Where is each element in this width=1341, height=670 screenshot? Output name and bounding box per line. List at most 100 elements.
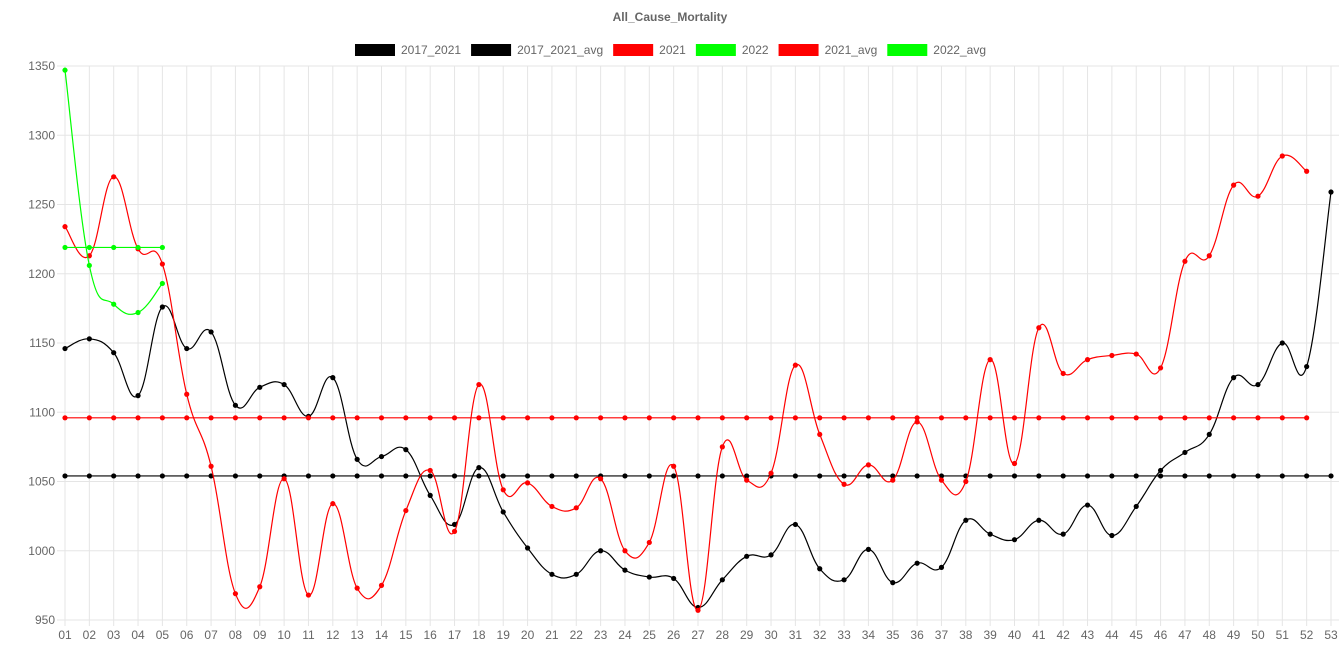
data-point-2021[interactable] [354,585,360,591]
data-point-2017-2021-avg[interactable] [646,473,652,479]
data-point-2017-2021-avg[interactable] [62,473,68,479]
legend-item-2022[interactable]: 2022 [695,43,769,57]
data-point-2017-2021-avg[interactable] [1133,473,1139,479]
data-point-2017-2021-avg[interactable] [573,473,579,479]
data-point-2017-2021[interactable] [987,531,993,537]
data-point-2021[interactable] [281,476,287,482]
data-point-2017-2021[interactable] [208,329,214,335]
data-point-2017-2021[interactable] [914,560,920,566]
data-point-2017-2021[interactable] [1255,381,1261,388]
data-point-2017-2021[interactable] [938,564,945,570]
data-point-2017-2021[interactable] [111,350,117,356]
data-point-2017-2021-avg[interactable] [135,473,141,479]
data-point-2021-avg[interactable] [1036,415,1042,421]
data-point-2021[interactable] [695,607,701,613]
data-point-2022[interactable] [111,301,117,307]
data-point-2021-avg[interactable] [1060,415,1066,421]
data-point-2017-2021[interactable] [281,381,287,388]
data-point-2017-2021[interactable] [1036,517,1042,523]
data-point-2021-avg[interactable] [500,415,506,421]
data-point-2021[interactable] [1109,352,1115,359]
data-point-2021-avg[interactable] [1084,415,1091,421]
data-point-2022[interactable] [86,262,92,269]
data-point-2017-2021[interactable] [841,577,847,583]
data-point-2017-2021[interactable] [1231,375,1237,381]
data-point-2021[interactable] [159,261,165,267]
data-point-2017-2021[interactable] [86,336,92,342]
data-point-2017-2021[interactable] [524,545,531,551]
data-point-2017-2021-avg[interactable] [719,473,725,479]
data-point-2021-avg[interactable] [257,415,263,421]
data-point-2017-2021-avg[interactable] [1206,473,1212,479]
data-point-2021-avg[interactable] [573,415,579,421]
data-point-2017-2021[interactable] [792,521,798,528]
data-point-2017-2021[interactable] [1304,363,1310,370]
data-point-2017-2021-avg[interactable] [1060,473,1066,479]
data-point-2017-2021[interactable] [159,304,165,310]
data-point-2017-2021-avg[interactable] [1182,473,1188,479]
data-point-2017-2021[interactable] [1109,532,1115,539]
data-point-2021-avg[interactable] [208,415,214,421]
legend-item-2017-2021-avg[interactable]: 2017_2021_avg [471,43,603,57]
data-point-2021-avg[interactable] [914,415,920,421]
data-point-2017-2021[interactable] [1157,467,1164,474]
data-point-2017-2021[interactable] [768,552,774,558]
data-point-2017-2021-avg[interactable] [792,473,798,479]
data-point-2022-avg[interactable] [135,244,141,251]
data-point-2022[interactable] [62,67,68,73]
data-point-2021-avg[interactable] [159,415,165,421]
data-point-2022-avg[interactable] [86,244,92,251]
legend-item-2017-2021[interactable]: 2017_2021 [354,43,461,57]
data-point-2021[interactable] [500,487,506,493]
data-point-2021[interactable] [646,539,652,546]
data-point-2021-avg[interactable] [963,415,969,421]
data-point-2017-2021-avg[interactable] [1279,473,1285,479]
data-point-2021-avg[interactable] [427,415,433,421]
data-point-2021[interactable] [476,381,482,388]
data-point-2021-avg[interactable] [1206,415,1212,421]
data-point-2021[interactable] [938,477,945,483]
data-point-2021-avg[interactable] [1157,415,1164,421]
data-point-2021[interactable] [841,481,847,487]
data-point-2022[interactable] [135,309,141,316]
data-point-2017-2021[interactable] [500,509,506,515]
data-point-2021-avg[interactable] [86,415,92,421]
data-point-2017-2021-avg[interactable] [378,473,385,479]
data-point-2021-avg[interactable] [1011,415,1018,421]
data-point-2017-2021-avg[interactable] [1109,473,1115,479]
data-point-2017-2021-avg[interactable] [1036,473,1042,479]
data-point-2017-2021-avg[interactable] [1084,473,1091,479]
legend-item-2021[interactable]: 2021 [613,43,686,57]
data-point-2017-2021[interactable] [62,345,68,352]
legend-item-2021-avg[interactable]: 2021_avg [778,43,878,57]
data-point-2021-avg[interactable] [768,415,774,421]
data-point-2017-2021-avg[interactable] [524,473,531,479]
data-point-2021-avg[interactable] [792,415,798,421]
data-point-2017-2021-avg[interactable] [817,473,823,479]
data-point-2017-2021-avg[interactable] [232,473,239,479]
data-point-2021[interactable] [1206,253,1212,259]
data-point-2022-avg[interactable] [111,244,117,251]
data-point-2021[interactable] [792,362,798,368]
data-point-2021-avg[interactable] [378,415,385,421]
data-point-2017-2021[interactable] [1328,189,1334,195]
data-point-2017-2021[interactable] [817,566,823,572]
data-point-2017-2021-avg[interactable] [695,473,701,479]
data-point-2021[interactable] [963,478,969,485]
data-point-2017-2021-avg[interactable] [1157,473,1164,479]
data-point-2017-2021-avg[interactable] [330,473,336,479]
data-point-2017-2021[interactable] [1133,503,1139,510]
data-point-2021-avg[interactable] [671,415,677,421]
data-point-2021-avg[interactable] [987,415,993,421]
data-point-2017-2021-avg[interactable] [1304,473,1310,479]
data-point-2017-2021-avg[interactable] [622,473,628,479]
data-point-2021[interactable] [1157,365,1164,371]
data-point-2017-2021[interactable] [719,577,725,583]
data-point-2017-2021[interactable] [865,546,872,552]
data-point-2021[interactable] [427,467,433,474]
data-point-2017-2021-avg[interactable] [865,473,872,479]
data-point-2017-2021-avg[interactable] [890,473,896,479]
data-point-2021-avg[interactable] [1133,415,1139,421]
data-point-2021[interactable] [987,357,993,363]
data-point-2021[interactable] [1255,193,1261,199]
